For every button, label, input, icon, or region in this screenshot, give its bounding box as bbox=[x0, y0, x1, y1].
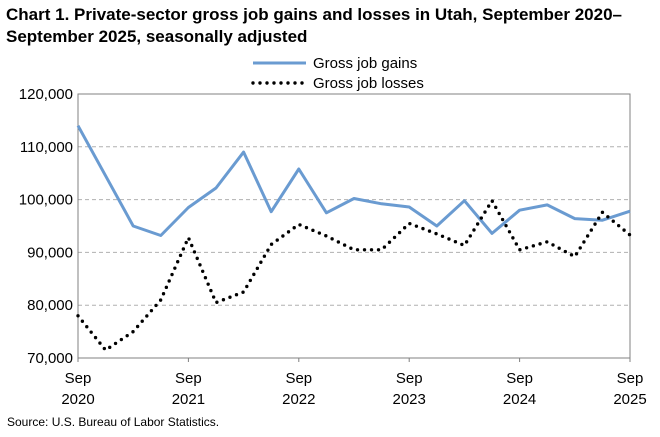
x-tick-month: Sep bbox=[65, 370, 92, 387]
y-tick-label: 80,000 bbox=[27, 297, 73, 314]
x-tick-month: Sep bbox=[285, 370, 312, 387]
source-note: Source: U.S. Bureau of Labor Statistics. bbox=[7, 415, 220, 429]
y-tick-label: 120,000 bbox=[19, 86, 73, 103]
x-tick-year: 2020 bbox=[61, 391, 94, 408]
x-tick-year: 2024 bbox=[503, 391, 536, 408]
y-tick-label: 70,000 bbox=[27, 350, 73, 367]
y-tick-label: 110,000 bbox=[20, 139, 73, 156]
x-tick-month: Sep bbox=[506, 370, 533, 387]
chart-title: Chart 1. Private-sector gross job gains … bbox=[6, 5, 622, 46]
x-tick-year: 2025 bbox=[613, 391, 646, 408]
x-tick-month: Sep bbox=[175, 370, 202, 387]
legend-label: Gross job losses bbox=[313, 75, 424, 92]
x-tick-year: 2023 bbox=[393, 391, 426, 408]
series-line-gross-job-gains bbox=[76, 124, 631, 237]
legend: Gross job gains Gross job losses bbox=[251, 55, 424, 92]
gridlines bbox=[78, 146, 630, 306]
plot-area-frame bbox=[77, 93, 631, 359]
y-tick-label: 90,000 bbox=[27, 244, 73, 261]
series-line-gross-job-losses bbox=[76, 199, 632, 352]
x-tick-month: Sep bbox=[396, 370, 423, 387]
x-tick-year: 2022 bbox=[282, 391, 315, 408]
legend-label: Gross job gains bbox=[313, 55, 417, 72]
x-axis-ticks: Sep 2020 Sep 2021 Sep 2022 Sep 2023 Sep 2024 Sep 20… bbox=[61, 358, 647, 408]
x-tick-year: 2021 bbox=[172, 391, 205, 408]
series-lines bbox=[76, 124, 632, 352]
y-tick-label: 100,000 bbox=[19, 192, 73, 209]
y-axis-ticks: 70,000 80,000 90,000 100,000 110,000 120,000 bbox=[19, 86, 73, 367]
x-tick-month: Sep bbox=[617, 370, 644, 387]
